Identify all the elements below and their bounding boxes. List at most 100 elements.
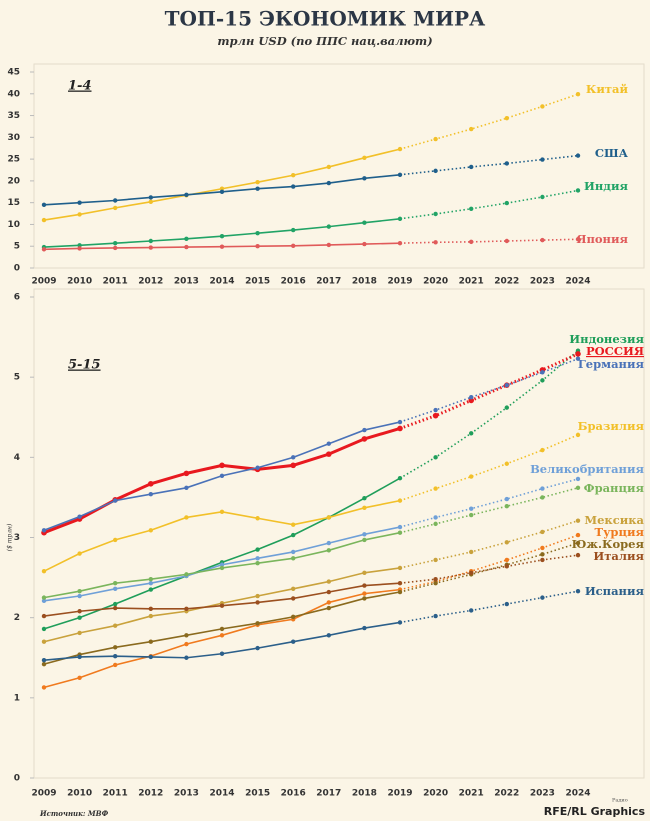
data-point — [504, 238, 509, 244]
data-point — [362, 596, 367, 601]
data-point — [255, 556, 260, 561]
data-point — [113, 537, 118, 543]
data-point — [255, 600, 260, 605]
y-tick-label: 1 — [14, 693, 20, 703]
data-point — [41, 202, 47, 208]
data-point — [219, 189, 225, 194]
data-point — [469, 512, 474, 518]
data-point — [362, 537, 367, 543]
data-point — [326, 589, 331, 595]
x-tick-label: 2010 — [67, 277, 92, 287]
series-label: Франция — [584, 481, 645, 495]
data-point — [255, 645, 260, 651]
data-point — [77, 615, 82, 620]
x-tick-label: 2014 — [209, 789, 234, 799]
data-point — [148, 480, 154, 487]
x-tick-label: 2015 — [245, 789, 270, 799]
data-point — [540, 104, 545, 109]
x-tick-label: 2022 — [494, 277, 519, 287]
series-label: Юж.Корея — [572, 537, 645, 551]
data-point — [469, 608, 474, 613]
data-point — [575, 92, 581, 97]
title: ТОП-15 ЭКОНОМИК МИРА — [165, 7, 486, 31]
x-tick-label: 2014 — [209, 277, 234, 287]
data-point — [41, 639, 47, 644]
x-tick-label: 2020 — [423, 789, 448, 799]
data-point — [113, 662, 118, 668]
data-point — [575, 476, 581, 482]
data-point — [433, 576, 438, 582]
data-point — [540, 378, 545, 383]
data-point — [575, 153, 581, 158]
data-point — [433, 557, 438, 563]
data-point — [291, 639, 296, 644]
data-point — [77, 654, 82, 660]
y-tick-label: 0 — [14, 774, 20, 784]
y-tick-label: 6 — [14, 293, 20, 303]
x-tick-label: 2010 — [67, 789, 92, 799]
data-point — [113, 605, 118, 611]
data-point — [540, 194, 545, 200]
data-point — [540, 529, 545, 535]
x-tick-label: 2023 — [530, 789, 555, 799]
y-tick-label: 40 — [7, 89, 20, 99]
data-point — [148, 199, 153, 204]
data-point — [41, 626, 47, 632]
x-tick-label: 2021 — [459, 277, 484, 287]
data-point — [326, 579, 331, 584]
credit: RFE/RL Graphics — [544, 805, 646, 818]
x-tick-label: 2018 — [352, 789, 377, 799]
y-tick-label: 20 — [7, 176, 20, 186]
series-label: Бразилия — [578, 419, 645, 433]
data-point — [184, 192, 189, 198]
data-point — [469, 570, 474, 575]
data-point — [362, 583, 367, 588]
y-tick-label: 4 — [14, 453, 20, 463]
data-point — [326, 441, 331, 446]
data-point — [397, 419, 403, 425]
data-point — [362, 496, 367, 501]
data-point — [41, 657, 47, 663]
data-point — [219, 633, 225, 638]
data-point — [184, 485, 189, 490]
data-point — [113, 205, 118, 211]
data-point — [575, 237, 581, 242]
data-point — [540, 237, 545, 243]
data-point — [184, 606, 189, 612]
series-label: Мексика — [584, 513, 644, 527]
data-point — [504, 161, 509, 166]
data-point — [469, 239, 474, 245]
data-point — [291, 227, 296, 233]
data-point — [504, 540, 509, 545]
data-point — [326, 600, 331, 605]
x-tick-label: 2012 — [138, 277, 163, 287]
data-point — [255, 516, 260, 521]
data-point — [397, 146, 403, 152]
panel-label: 5-15 — [68, 358, 101, 373]
data-point — [433, 136, 438, 142]
data-point — [113, 645, 118, 650]
data-point — [540, 557, 545, 563]
forecast-line — [399, 534, 579, 591]
data-point — [433, 521, 438, 527]
data-point — [291, 455, 296, 460]
data-point — [291, 173, 296, 178]
x-tick-label: 2017 — [316, 277, 341, 287]
data-point — [504, 382, 509, 388]
data-point — [41, 528, 47, 533]
data-point — [433, 515, 438, 520]
data-point — [148, 195, 153, 200]
data-point — [148, 580, 153, 586]
x-tick-label: 2015 — [245, 277, 270, 287]
data-point — [77, 593, 82, 599]
data-point — [255, 593, 260, 599]
data-point — [540, 447, 545, 453]
data-point — [113, 580, 118, 586]
x-tick-label: 2012 — [138, 789, 163, 799]
series-label: Япония — [576, 232, 628, 246]
data-point — [361, 436, 368, 442]
data-point — [504, 504, 509, 509]
data-point — [219, 626, 225, 632]
data-point — [290, 462, 297, 469]
